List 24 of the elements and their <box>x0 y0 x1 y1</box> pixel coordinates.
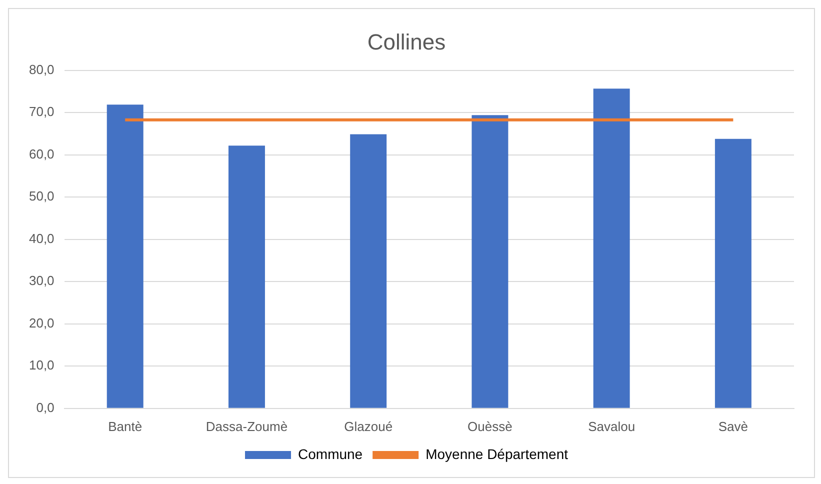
y-tick-label: 50,0 <box>28 188 54 204</box>
y-tick-label: 30,0 <box>28 273 54 288</box>
y-tick-label: 70,0 <box>28 104 54 120</box>
y-tick-label: 40,0 <box>28 230 54 246</box>
y-tick-label: 0,0 <box>36 400 54 415</box>
bar <box>350 134 387 408</box>
bar <box>714 138 752 408</box>
chart-title: Collines <box>367 29 446 54</box>
y-tick-label: 20,0 <box>28 315 54 330</box>
y-tick-label: 60,0 <box>28 146 54 162</box>
y-tick-label: 80,0 <box>28 62 54 77</box>
legend-label: Commune <box>298 446 363 462</box>
x-tick-label: Bantè <box>108 418 142 434</box>
x-tick-label: Savè <box>718 418 748 434</box>
legend-label: Moyenne Département <box>426 446 568 462</box>
x-tick-label: Ouèssè <box>468 418 512 434</box>
x-tick-label: Glazoué <box>344 418 393 434</box>
y-tick-label: 10,0 <box>28 358 54 373</box>
bar <box>593 88 630 408</box>
bar <box>472 115 508 408</box>
bar <box>106 104 144 408</box>
x-tick-label: Dassa-Zoumè <box>206 418 288 434</box>
bar <box>228 146 265 408</box>
x-tick-label: Savalou <box>588 418 636 434</box>
